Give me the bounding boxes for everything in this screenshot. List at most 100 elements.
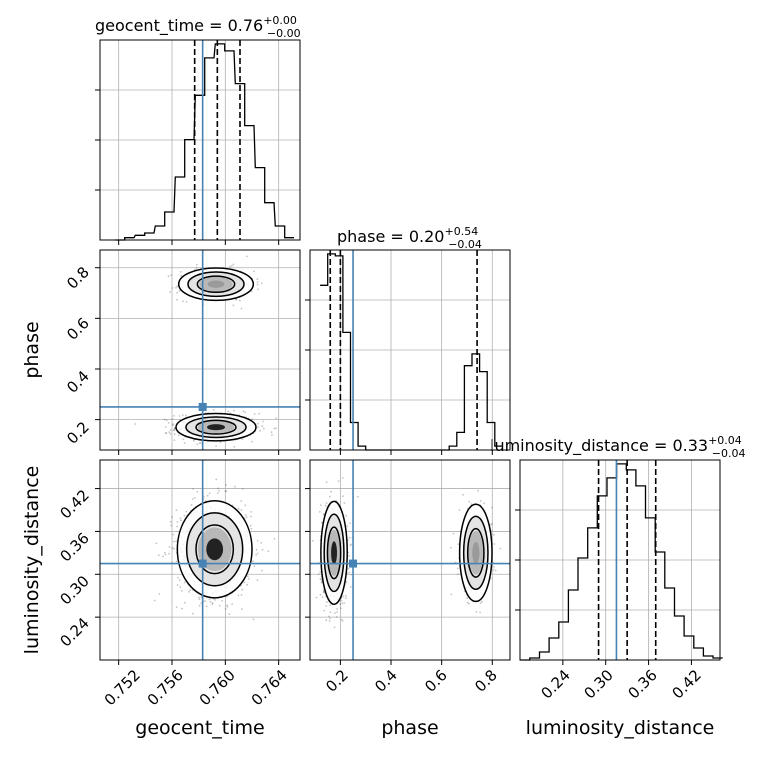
sample-point — [246, 583, 249, 586]
sample-point — [208, 598, 211, 601]
sample-point — [341, 602, 344, 605]
sample-point — [337, 480, 340, 482]
xticks-luminosity-distance: 0.24 0.30 0.36 0.42 — [537, 666, 704, 702]
density-contour — [185, 416, 247, 439]
sample-point — [341, 477, 344, 479]
sample-point — [233, 409, 235, 412]
sample-point — [200, 602, 203, 604]
sample-point — [169, 520, 172, 523]
sample-point — [253, 565, 256, 568]
sample-point — [499, 547, 502, 550]
sample-point — [218, 490, 220, 492]
sample-point — [273, 427, 276, 430]
sample-point — [255, 554, 257, 556]
density-panel-phase-vs-geocent-time — [95, 249, 301, 455]
sample-point — [335, 616, 338, 618]
panel-content — [100, 460, 300, 660]
sample-point — [324, 504, 327, 507]
sample-point — [231, 603, 234, 606]
sample-point — [261, 548, 264, 551]
sample-point — [256, 579, 259, 582]
sample-point — [226, 604, 228, 607]
sample-point — [325, 605, 327, 607]
hist-step-line — [520, 463, 723, 661]
sample-point — [169, 291, 172, 293]
density-core — [206, 538, 224, 561]
sample-point — [267, 550, 270, 553]
xtick-label: 0.24 — [537, 666, 573, 702]
sample-point — [178, 415, 181, 417]
sample-point — [209, 600, 212, 603]
sample-point — [241, 588, 244, 591]
sample-point — [192, 612, 194, 615]
sample-point — [319, 578, 322, 580]
sample-point — [349, 586, 352, 588]
sample-point — [256, 540, 259, 542]
sample-point — [196, 443, 199, 446]
density-panel-luminosity-distance-vs-geocent-time — [95, 459, 301, 665]
sample-point — [165, 419, 168, 422]
panels — [95, 39, 723, 665]
sample-point — [176, 521, 179, 523]
sample-point — [319, 504, 322, 507]
sample-point — [181, 590, 183, 592]
density-contour — [196, 275, 236, 294]
title-luminosity-distance-sup: +0.04 — [708, 434, 742, 447]
xtick-label: 0.756 — [144, 666, 187, 709]
ytick-label: 0.2 — [63, 418, 93, 448]
sample-point — [256, 281, 259, 283]
panel-content — [310, 460, 510, 660]
sample-point — [329, 604, 331, 607]
sample-point — [175, 540, 178, 543]
title-luminosity-distance-main: luminosity_distance = 0.33 — [490, 436, 708, 456]
sample-point — [165, 432, 168, 434]
sample-point — [196, 490, 199, 493]
sample-point — [185, 301, 188, 303]
sample-point — [171, 546, 174, 549]
xtick-label: 0.760 — [196, 666, 239, 709]
sample-point — [168, 552, 171, 555]
sample-point — [253, 270, 256, 273]
sample-point — [183, 442, 186, 444]
sample-point — [215, 445, 218, 447]
sample-point — [312, 539, 314, 542]
sample-point — [340, 599, 343, 602]
sample-point — [262, 420, 264, 423]
xticks-phase: 0.2 0.4 0.6 0.8 — [322, 666, 501, 696]
sample-point — [250, 511, 253, 513]
sample-point — [170, 524, 172, 527]
sample-point — [450, 593, 453, 596]
hist-panel-geocent-time — [95, 39, 301, 245]
sample-point — [176, 584, 179, 586]
density-core — [331, 541, 338, 565]
sample-point — [322, 590, 325, 593]
sample-point — [323, 591, 325, 594]
sample-point — [491, 506, 493, 509]
sample-point — [176, 298, 178, 301]
sample-point — [323, 609, 326, 612]
density-core — [472, 541, 480, 564]
sample-point — [344, 595, 347, 597]
sample-point — [198, 598, 201, 601]
sample-point — [176, 525, 179, 528]
sample-point — [240, 307, 243, 310]
sample-point — [468, 500, 471, 503]
sample-point — [452, 532, 455, 535]
title-luminosity-distance: luminosity_distance = 0.33+0.04 −0.04 — [490, 434, 746, 460]
xlabel-geocent-time: geocent_time — [135, 717, 264, 739]
sample-point — [260, 541, 263, 544]
sample-point — [235, 298, 238, 301]
sample-point — [345, 514, 347, 517]
sample-point — [462, 493, 464, 496]
sample-point — [237, 594, 240, 597]
sample-point — [218, 604, 221, 607]
sample-point — [248, 578, 250, 580]
sample-point — [357, 495, 359, 498]
sample-point — [251, 440, 254, 443]
sample-point — [483, 502, 485, 505]
sample-point — [315, 596, 318, 599]
sample-point — [134, 423, 137, 425]
truth-marker — [198, 559, 207, 568]
sample-point — [163, 551, 166, 554]
density-contour — [185, 512, 244, 587]
